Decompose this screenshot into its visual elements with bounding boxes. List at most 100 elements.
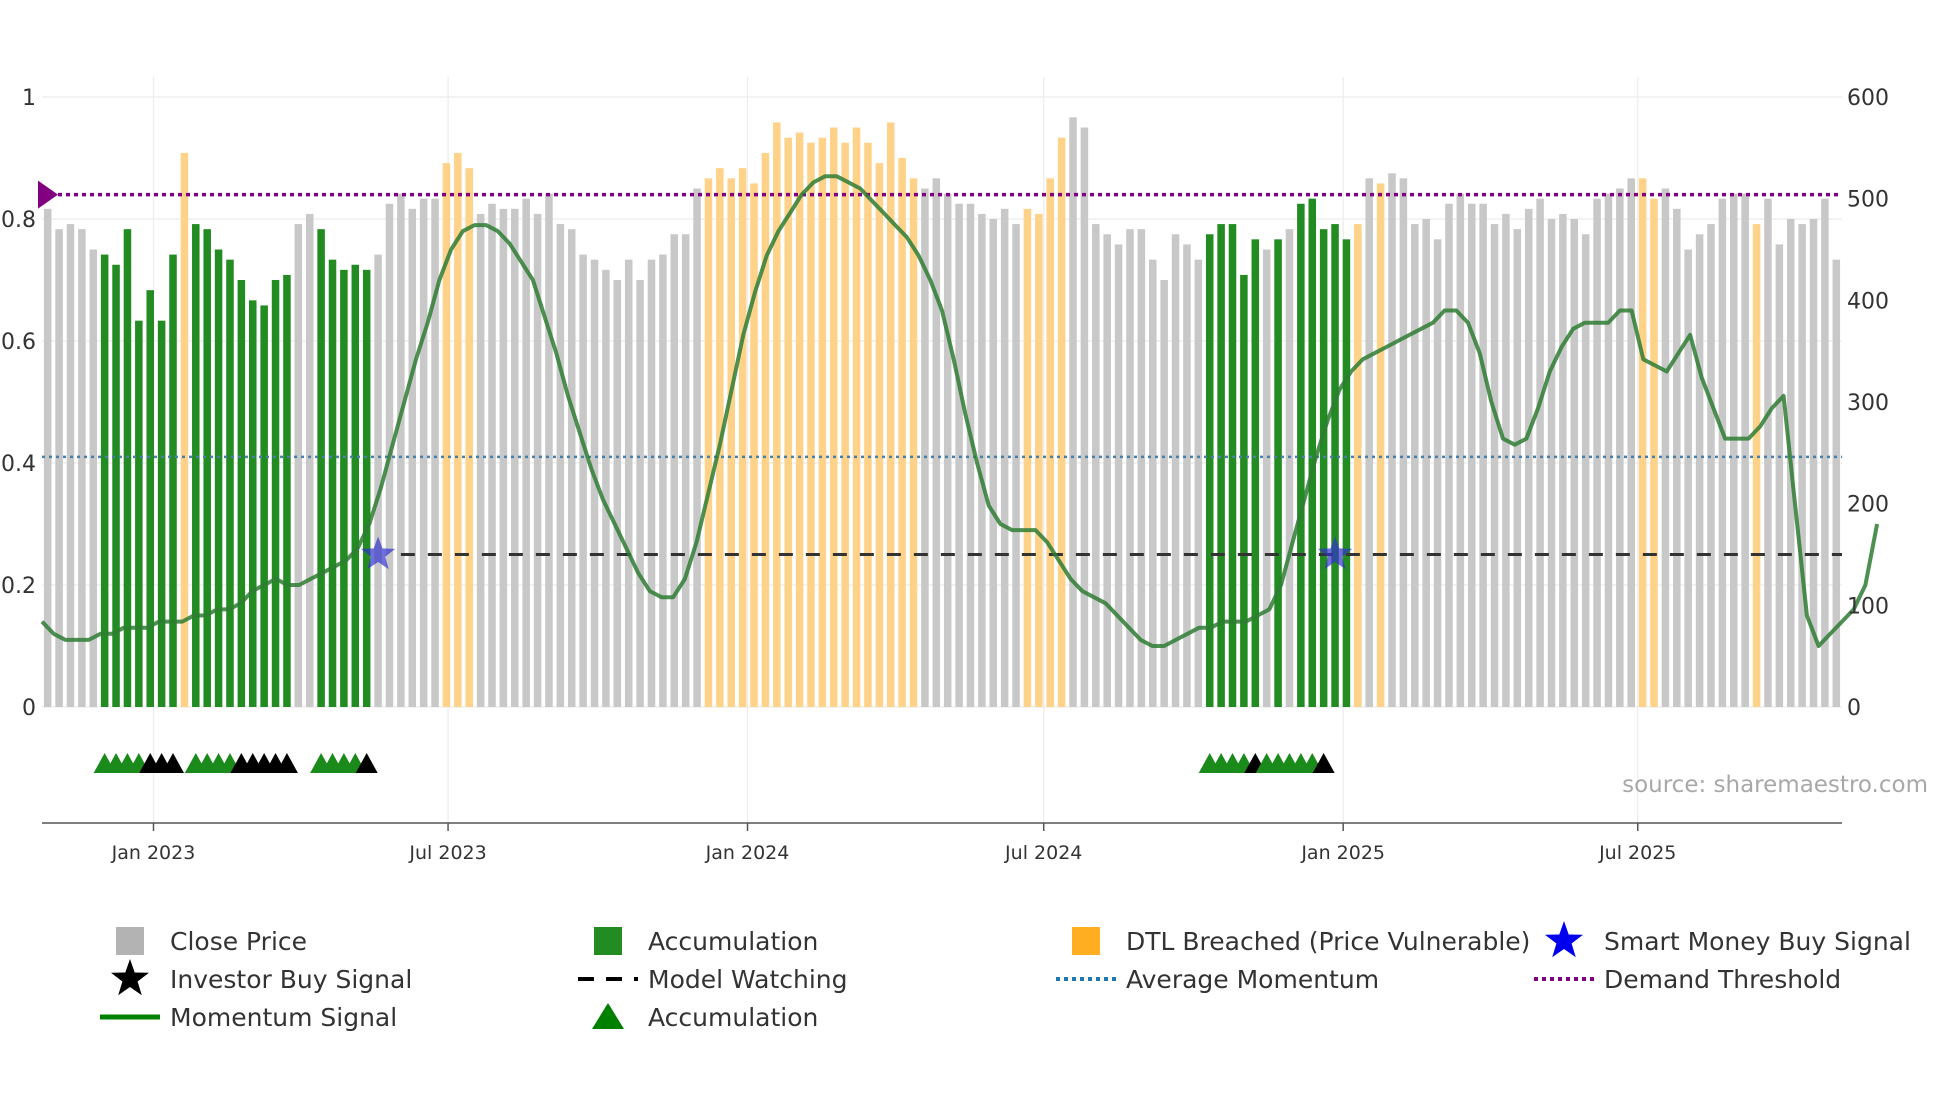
- bar-dtl: [864, 142, 872, 707]
- bar-dtl: [886, 122, 895, 707]
- smart-money-star: [1317, 536, 1353, 570]
- bar-accumulation: [1274, 239, 1282, 708]
- legend-label: Average Momentum: [1126, 965, 1379, 994]
- legend-item-accumulation_bar: Accumulation: [594, 927, 818, 956]
- bar-close: [1593, 198, 1601, 707]
- bar-close: [511, 208, 519, 708]
- bar-close: [943, 193, 952, 708]
- bar-close: [488, 203, 496, 707]
- bar-accumulation: [340, 269, 348, 707]
- axes: Jan 2023 Jul 2023 Jan 2024 Jul 2024 Jan 2025…: [1, 86, 1889, 864]
- bar-close: [1513, 229, 1522, 707]
- bar-accumulation: [1251, 239, 1260, 708]
- bar-dtl: [1046, 178, 1054, 708]
- y-right-tick-label: 200: [1847, 493, 1889, 518]
- bar-close: [1832, 259, 1841, 707]
- bar-close: [1616, 188, 1624, 707]
- bar-dtl: [773, 122, 781, 707]
- bar-dtl: [875, 163, 884, 708]
- bar-close: [1821, 198, 1829, 707]
- y-left-tick-label: 0: [22, 696, 36, 721]
- bar-dtl: [1023, 208, 1032, 708]
- y-left-tick-label: 0.4: [1, 452, 36, 477]
- bar-accumulation: [249, 300, 257, 707]
- bar-dtl: [442, 163, 451, 708]
- bar-close: [408, 208, 417, 708]
- bar-close: [1388, 173, 1396, 707]
- bar-close: [1103, 234, 1111, 707]
- y-left-tick-label: 0.2: [1, 574, 36, 599]
- bar-close: [1536, 198, 1544, 707]
- bar-accumulation: [1205, 234, 1214, 707]
- smart-money-star-icon: [1545, 921, 1583, 958]
- bar-close: [1092, 224, 1100, 708]
- bar-accumulation: [237, 280, 246, 707]
- bar-accumulation: [146, 290, 154, 707]
- y-left-tick-label: 0.6: [1, 330, 36, 355]
- x-tick-label: Jan 2024: [705, 842, 790, 864]
- bar-dtl: [795, 132, 804, 708]
- bar-dtl: [704, 178, 713, 708]
- bar-close: [1695, 234, 1704, 707]
- bar-close: [1194, 259, 1203, 707]
- legend-label: Smart Money Buy Signal: [1604, 927, 1911, 956]
- bar-dtl: [898, 158, 906, 707]
- legend-item-model_watching: Model Watching: [578, 965, 848, 994]
- bar-close: [89, 249, 98, 707]
- bar-dtl: [1057, 137, 1066, 707]
- source-label: source: sharemaestro.com: [1622, 772, 1928, 798]
- y-right-tick-label: 300: [1847, 391, 1889, 416]
- bar-close: [955, 203, 963, 707]
- bar-dtl: [454, 152, 462, 707]
- bar-accumulation: [169, 254, 177, 708]
- bar-close: [545, 193, 553, 708]
- bar-accumulation: [328, 259, 337, 707]
- bar-dtl: [818, 137, 827, 707]
- bar-dtl: [1354, 224, 1362, 708]
- signal-markers: [93, 536, 1353, 773]
- bar-close: [476, 213, 485, 707]
- bar-accumulation: [1342, 239, 1351, 708]
- bar-close: [647, 259, 656, 707]
- bar-accumulation: [1297, 203, 1305, 707]
- bar-dtl: [180, 152, 189, 707]
- bar-accumulation: [1228, 224, 1237, 708]
- bar-close: [294, 224, 303, 708]
- investor-signal-marker: [162, 753, 185, 773]
- bar-dtl: [750, 183, 758, 707]
- bar-close: [659, 254, 667, 708]
- price-bars: [43, 117, 1841, 708]
- bar-dtl: [727, 178, 735, 708]
- bar-close: [431, 198, 439, 707]
- bar-dtl: [784, 137, 792, 707]
- bar-accumulation: [1308, 198, 1317, 707]
- bar-close: [78, 229, 86, 707]
- investor-signal-marker: [1312, 753, 1335, 773]
- legend-swatch: [594, 927, 622, 955]
- bar-close: [978, 213, 986, 707]
- bar-close: [1559, 213, 1567, 707]
- x-tick-label: Jan 2025: [1300, 842, 1385, 864]
- bar-close: [397, 193, 405, 708]
- x-tick-label: Jul 2025: [1598, 842, 1676, 864]
- legend-label: Close Price: [170, 927, 307, 956]
- bar-close: [989, 219, 998, 707]
- momentum-line: [40, 174, 1880, 648]
- y-right-tick-label: 400: [1847, 289, 1889, 314]
- y-right-tick-label: 600: [1847, 86, 1889, 111]
- bar-close: [1479, 203, 1487, 707]
- y-right-tick-label: 0: [1847, 696, 1861, 721]
- bar-close: [1547, 219, 1556, 707]
- legend-label: Momentum Signal: [170, 1003, 397, 1032]
- bar-close: [1502, 213, 1510, 707]
- bar-accumulation: [135, 320, 143, 707]
- bar-close: [1490, 224, 1499, 708]
- bar-close: [1285, 229, 1294, 707]
- bar-close: [43, 208, 52, 708]
- bar-close: [1570, 219, 1579, 707]
- legend-item-smart_money: Smart Money Buy Signal: [1545, 921, 1911, 958]
- bar-accumulation: [192, 224, 200, 708]
- bar-accumulation: [351, 264, 360, 707]
- bar-close: [1126, 229, 1134, 707]
